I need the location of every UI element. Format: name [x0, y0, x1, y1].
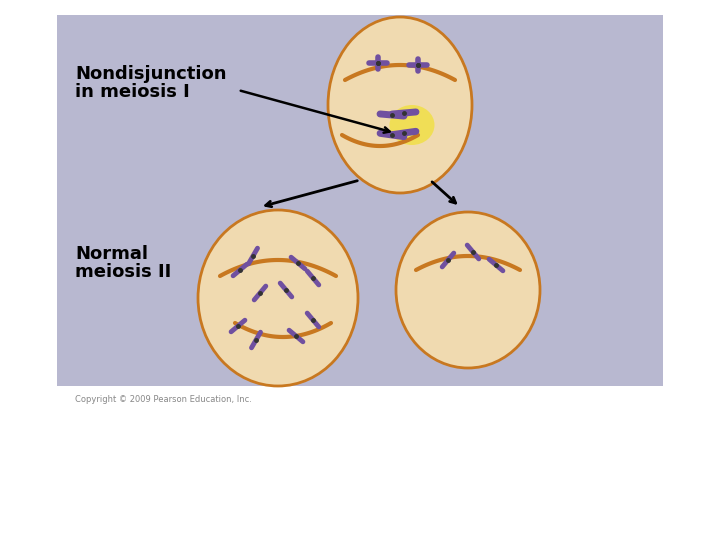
Ellipse shape [198, 210, 358, 386]
Text: Copyright © 2009 Pearson Education, Inc.: Copyright © 2009 Pearson Education, Inc. [75, 395, 252, 404]
Text: Normal: Normal [75, 245, 148, 263]
Ellipse shape [390, 105, 434, 145]
Bar [57, 15, 663, 198]
Ellipse shape [328, 17, 472, 193]
Text: meiosis II: meiosis II [75, 263, 171, 281]
Ellipse shape [396, 212, 540, 368]
Bar [57, 198, 663, 386]
Text: in meiosis I: in meiosis I [75, 83, 190, 101]
Text: Nondisjunction: Nondisjunction [75, 65, 227, 83]
